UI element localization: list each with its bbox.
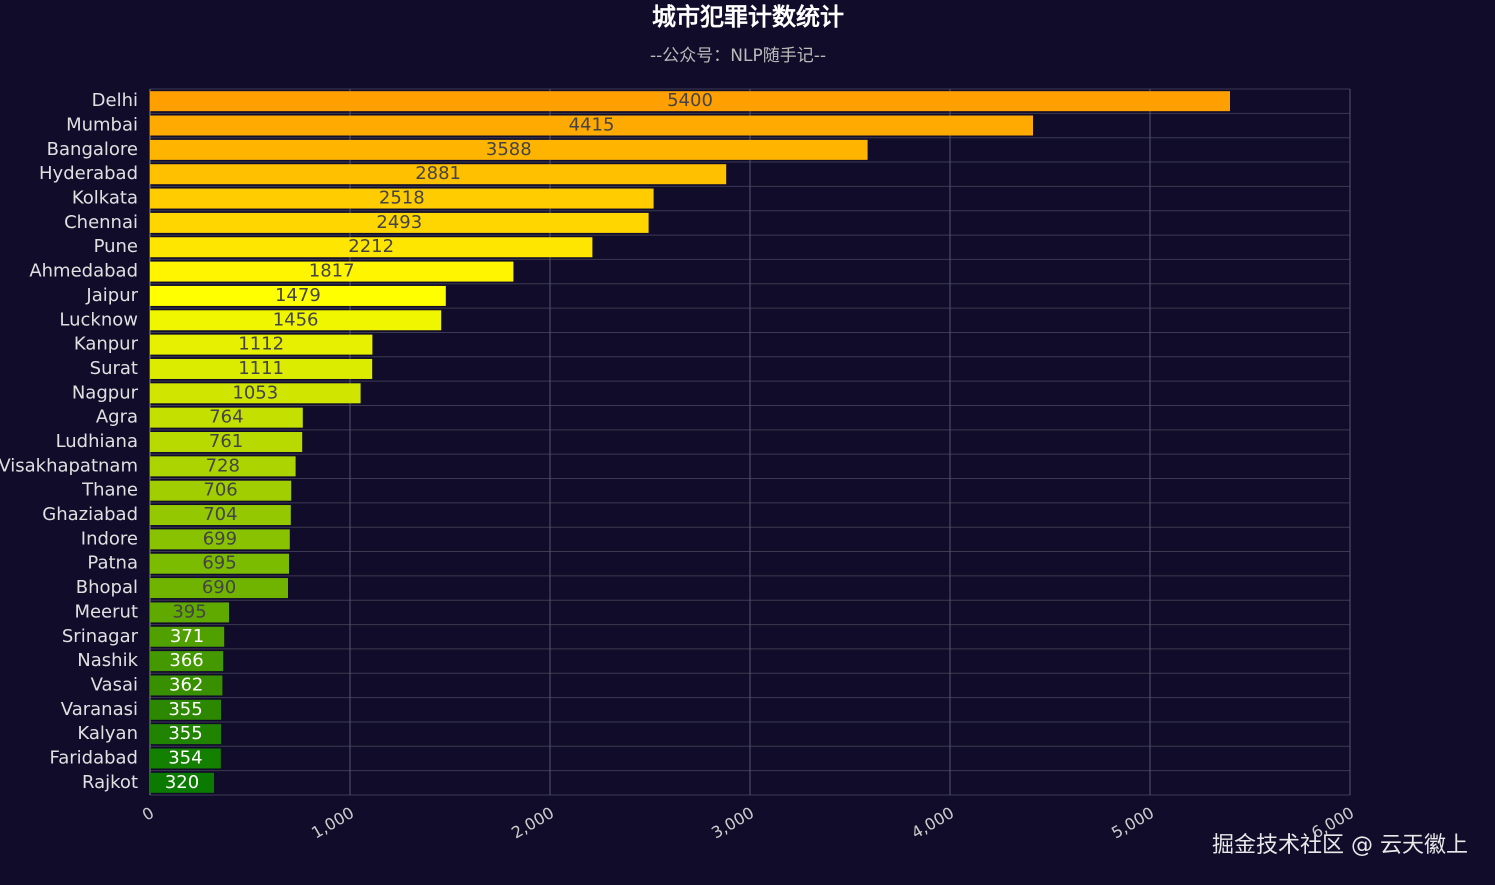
value-label: 3588	[486, 139, 532, 160]
y-tick-label: Varanasi	[61, 699, 138, 720]
value-label: 320	[165, 772, 199, 793]
bar	[150, 383, 361, 404]
y-tick-label: Mumbai	[66, 115, 138, 136]
bar	[150, 285, 446, 306]
y-tick-label: Srinagar	[62, 626, 139, 647]
y-tick-label: Kanpur	[74, 334, 139, 355]
y-tick-label: Surat	[90, 358, 138, 379]
value-label: 699	[203, 528, 237, 549]
value-label: 704	[203, 504, 237, 525]
value-label: 1111	[238, 358, 284, 379]
bar	[150, 529, 290, 550]
y-tick-label: Bangalore	[47, 139, 138, 160]
y-tick-label: Delhi	[92, 90, 138, 111]
bar	[150, 480, 292, 501]
bar	[150, 310, 442, 331]
y-tick-label: Lucknow	[59, 309, 138, 330]
y-tick-label: Vasai	[91, 674, 138, 695]
value-label: 2493	[376, 212, 422, 233]
y-tick-label: Nashik	[77, 650, 138, 671]
value-label: 4415	[569, 115, 615, 136]
bar	[150, 115, 1033, 136]
value-label: 706	[203, 480, 237, 501]
y-tick-label: Faridabad	[50, 747, 138, 768]
value-label: 1817	[309, 261, 355, 282]
value-label: 371	[170, 626, 204, 647]
value-label: 354	[168, 747, 202, 768]
bar	[150, 188, 654, 209]
bar	[150, 407, 303, 428]
y-tick-label: Nagpur	[72, 382, 139, 403]
y-tick-label: Kalyan	[77, 723, 138, 744]
value-label: 1456	[273, 309, 319, 330]
bar	[150, 748, 221, 769]
value-label: 690	[202, 577, 236, 598]
bar	[150, 772, 214, 793]
value-label: 355	[168, 699, 202, 720]
bar	[150, 675, 223, 696]
y-tick-label: Meerut	[74, 601, 138, 622]
bar	[150, 602, 229, 623]
y-tick-label: Ahmedabad	[29, 261, 138, 282]
bar	[150, 505, 291, 526]
y-tick-label: Indore	[81, 528, 138, 549]
value-label: 2212	[348, 236, 394, 257]
bar	[150, 334, 373, 355]
y-tick-label: Patna	[87, 553, 138, 574]
y-tick-label: Ghaziabad	[42, 504, 138, 525]
bar	[150, 139, 868, 160]
value-label: 2518	[379, 188, 425, 209]
y-tick-label: Kolkata	[72, 188, 138, 209]
bar	[150, 724, 221, 745]
bar	[150, 553, 289, 574]
value-label: 1479	[275, 285, 321, 306]
value-label: 395	[172, 601, 206, 622]
value-label: 1112	[238, 334, 284, 355]
bar	[150, 651, 224, 672]
bar	[150, 212, 649, 233]
chart-title: 城市犯罪计数统计	[652, 3, 844, 31]
y-tick-label: Jaipur	[85, 285, 138, 306]
bar	[150, 626, 225, 647]
bar	[150, 237, 593, 258]
value-label: 695	[202, 553, 236, 574]
y-tick-label: Thane	[81, 480, 138, 501]
value-label: 362	[169, 674, 203, 695]
value-label: 728	[206, 455, 240, 476]
y-tick-label: Agra	[96, 407, 138, 428]
y-tick-label: Pune	[94, 236, 138, 257]
value-label: 2881	[415, 163, 461, 184]
y-tick-label: Rajkot	[82, 772, 138, 793]
bar	[150, 456, 296, 477]
y-tick-label: Visakhapatnam	[0, 455, 138, 476]
watermark: 掘金技术社区 @ 云天徽上	[1212, 833, 1468, 858]
bar	[150, 699, 221, 720]
bar	[150, 358, 373, 379]
y-tick-label: Chennai	[64, 212, 138, 233]
y-tick-label: Bhopal	[76, 577, 138, 598]
bar	[150, 432, 303, 452]
y-tick-label: Hyderabad	[39, 163, 138, 184]
bar	[150, 261, 514, 282]
bar	[150, 164, 727, 185]
value-label: 764	[209, 407, 243, 428]
value-label: 355	[168, 723, 202, 744]
chart-subtitle: --公众号：NLP随手记--	[650, 46, 826, 66]
value-label: 5400	[667, 90, 713, 111]
value-label: 366	[169, 650, 203, 671]
bar	[150, 91, 1230, 112]
y-tick-label: Ludhiana	[56, 431, 138, 452]
value-label: 761	[209, 431, 243, 452]
bar	[150, 578, 288, 599]
value-label: 1053	[232, 382, 278, 403]
